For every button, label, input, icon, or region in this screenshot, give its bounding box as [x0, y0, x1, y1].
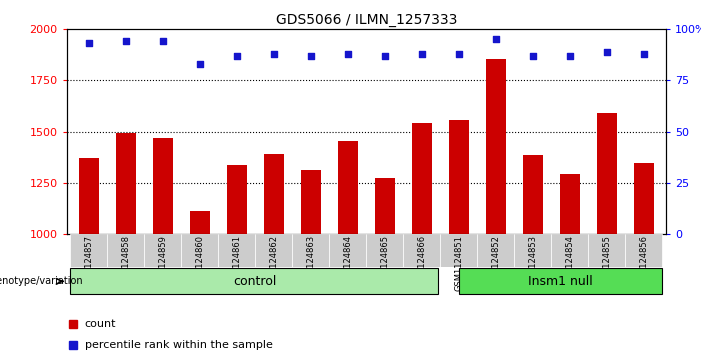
Point: [601, 49, 613, 54]
Bar: [70, 268, 438, 294]
Text: GSM1124854: GSM1124854: [565, 235, 574, 291]
Bar: [144, 234, 182, 267]
Bar: [597, 113, 617, 234]
Bar: [551, 234, 588, 267]
Bar: [374, 178, 395, 234]
Text: GSM1124853: GSM1124853: [529, 235, 537, 291]
Bar: [515, 234, 551, 267]
Bar: [218, 234, 255, 267]
Text: GSM1124851: GSM1124851: [454, 235, 463, 291]
Point: [305, 53, 316, 58]
Point: [342, 51, 353, 57]
Bar: [449, 120, 469, 234]
Bar: [189, 211, 210, 234]
Point: [638, 51, 649, 57]
Point: [527, 53, 538, 58]
Point: [268, 51, 280, 57]
Point: [564, 53, 576, 58]
Text: genotype/variation: genotype/variation: [0, 276, 83, 286]
Text: Insm1 null: Insm1 null: [528, 275, 593, 288]
Point: [490, 36, 501, 42]
Text: GSM1124857: GSM1124857: [84, 235, 93, 291]
Bar: [70, 234, 107, 267]
Point: [379, 53, 390, 58]
Bar: [559, 174, 580, 234]
Bar: [107, 234, 144, 267]
Bar: [440, 234, 477, 267]
Bar: [255, 234, 292, 267]
Bar: [411, 123, 432, 234]
Text: GSM1124858: GSM1124858: [121, 235, 130, 291]
Bar: [634, 163, 654, 234]
Point: [416, 51, 428, 57]
Point: [83, 41, 95, 46]
Bar: [588, 234, 625, 267]
Text: GSM1124852: GSM1124852: [491, 235, 501, 291]
Bar: [486, 59, 506, 234]
Point: [157, 38, 168, 44]
Bar: [522, 155, 543, 234]
Point: [453, 51, 464, 57]
Text: GSM1124861: GSM1124861: [232, 235, 241, 291]
Text: percentile rank within the sample: percentile rank within the sample: [85, 340, 273, 350]
Bar: [625, 234, 662, 267]
Text: GSM1124865: GSM1124865: [380, 235, 389, 291]
Bar: [338, 141, 358, 234]
Text: GSM1124864: GSM1124864: [343, 235, 353, 291]
Text: count: count: [85, 319, 116, 329]
Bar: [458, 268, 662, 294]
Bar: [226, 166, 247, 234]
Text: control: control: [233, 275, 277, 288]
Text: GSM1124860: GSM1124860: [196, 235, 204, 291]
Bar: [366, 234, 403, 267]
Text: GSM1124856: GSM1124856: [639, 235, 648, 291]
Bar: [153, 138, 173, 234]
Bar: [301, 170, 321, 234]
Bar: [79, 158, 99, 234]
Bar: [403, 234, 440, 267]
Bar: [182, 234, 218, 267]
Title: GDS5066 / ILMN_1257333: GDS5066 / ILMN_1257333: [275, 13, 457, 26]
Bar: [264, 154, 284, 234]
Bar: [292, 234, 329, 267]
Bar: [116, 132, 136, 234]
Text: GSM1124866: GSM1124866: [417, 235, 426, 291]
Text: GSM1124859: GSM1124859: [158, 235, 168, 291]
Point: [231, 53, 243, 58]
Text: GSM1124855: GSM1124855: [602, 235, 611, 291]
Bar: [329, 234, 366, 267]
Point: [120, 38, 131, 44]
Bar: [477, 234, 515, 267]
Point: [194, 61, 205, 67]
Text: GSM1124863: GSM1124863: [306, 235, 315, 291]
Text: GSM1124862: GSM1124862: [269, 235, 278, 291]
